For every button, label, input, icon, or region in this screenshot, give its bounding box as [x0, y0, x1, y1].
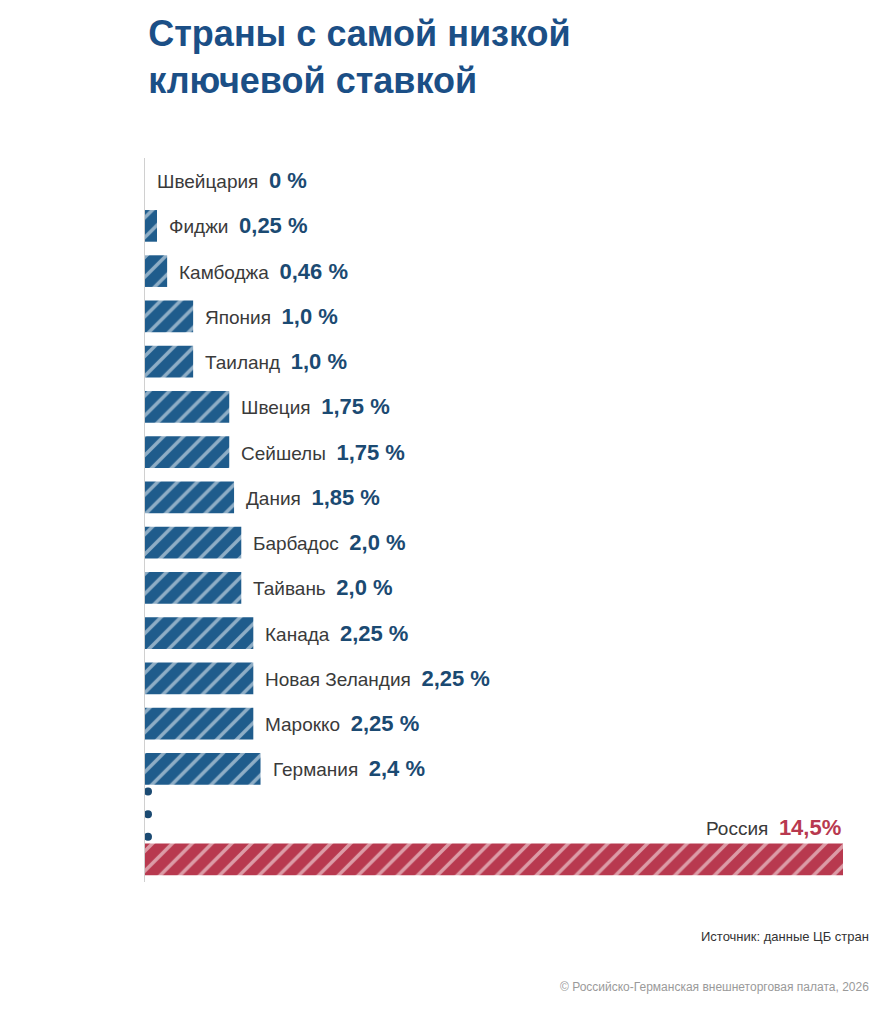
svg-text:Россия 14,5%: Россия 14,5%: [706, 815, 841, 840]
svg-text:Германия 2,4 %: Германия 2,4 %: [273, 756, 425, 781]
svg-text:Марокко 2,25 %: Марокко 2,25 %: [265, 711, 419, 736]
svg-text:Швеция 1,75 %: Швеция 1,75 %: [241, 394, 390, 419]
svg-text:Камбоджа 0,46 %: Камбоджа 0,46 %: [179, 259, 348, 284]
svg-text:© Российско-Германская внешнет: © Российско-Германская внешнеторговая па…: [560, 980, 869, 994]
svg-text:Новая Зеландия 2,25 %: Новая Зеландия 2,25 %: [265, 666, 490, 691]
svg-text:Фиджи 0,25 %: Фиджи 0,25 %: [169, 213, 308, 238]
svg-text:Япония 1,0 %: Япония 1,0 %: [205, 304, 338, 329]
svg-text:Канада 2,25 %: Канада 2,25 %: [265, 621, 408, 646]
svg-text:Дания 1,85 %: Дания 1,85 %: [246, 485, 380, 510]
svg-text:Страны с самой низкойключевой: Страны с самой низкойключевой ставкой: [148, 13, 570, 101]
svg-text:Тайвань 2,0 %: Тайвань 2,0 %: [253, 575, 393, 600]
svg-text:Барбадос 2,0 %: Барбадос 2,0 %: [253, 530, 406, 555]
svg-text:Сейшелы 1,75 %: Сейшелы 1,75 %: [241, 440, 405, 465]
svg-text:Таиланд 1,0 %: Таиланд 1,0 %: [205, 349, 347, 374]
svg-text:Швейцария 0 %: Швейцария 0 %: [157, 168, 307, 193]
svg-text:Источник: данные ЦБ стран: Источник: данные ЦБ стран: [701, 929, 869, 944]
